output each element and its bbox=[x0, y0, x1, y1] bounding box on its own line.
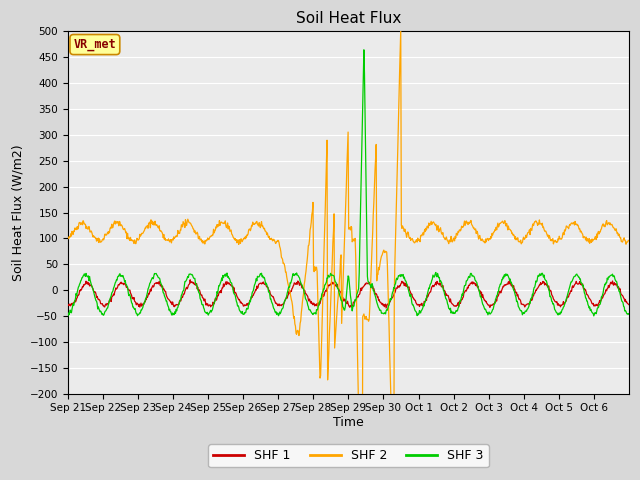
Y-axis label: Soil Heat Flux (W/m2): Soil Heat Flux (W/m2) bbox=[11, 144, 24, 281]
Title: Soil Heat Flux: Soil Heat Flux bbox=[296, 11, 401, 26]
Legend: SHF 1, SHF 2, SHF 3: SHF 1, SHF 2, SHF 3 bbox=[208, 444, 488, 467]
X-axis label: Time: Time bbox=[333, 416, 364, 429]
Text: VR_met: VR_met bbox=[74, 38, 116, 51]
